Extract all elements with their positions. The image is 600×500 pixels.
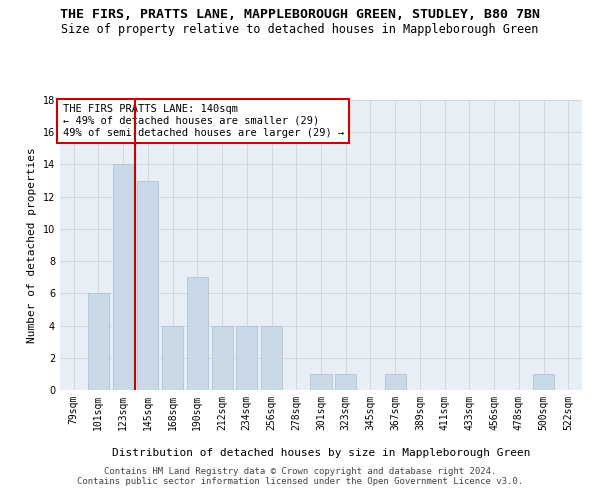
Text: Size of property relative to detached houses in Mappleborough Green: Size of property relative to detached ho… — [61, 22, 539, 36]
Bar — [335, 374, 356, 390]
Bar — [261, 326, 282, 390]
Text: Contains public sector information licensed under the Open Government Licence v3: Contains public sector information licen… — [77, 477, 523, 486]
Bar — [533, 374, 554, 390]
Bar — [236, 326, 257, 390]
Bar — [137, 180, 158, 390]
Bar — [162, 326, 183, 390]
Bar — [385, 374, 406, 390]
Y-axis label: Number of detached properties: Number of detached properties — [27, 147, 37, 343]
Bar — [310, 374, 332, 390]
Bar — [88, 294, 109, 390]
Bar — [212, 326, 233, 390]
Text: THE FIRS, PRATTS LANE, MAPPLEBOROUGH GREEN, STUDLEY, B80 7BN: THE FIRS, PRATTS LANE, MAPPLEBOROUGH GRE… — [60, 8, 540, 20]
Bar — [187, 277, 208, 390]
Text: THE FIRS PRATTS LANE: 140sqm
← 49% of detached houses are smaller (29)
49% of se: THE FIRS PRATTS LANE: 140sqm ← 49% of de… — [62, 104, 344, 138]
Text: Distribution of detached houses by size in Mappleborough Green: Distribution of detached houses by size … — [112, 448, 530, 458]
Bar — [113, 164, 134, 390]
Text: Contains HM Land Registry data © Crown copyright and database right 2024.: Contains HM Land Registry data © Crown c… — [104, 467, 496, 476]
